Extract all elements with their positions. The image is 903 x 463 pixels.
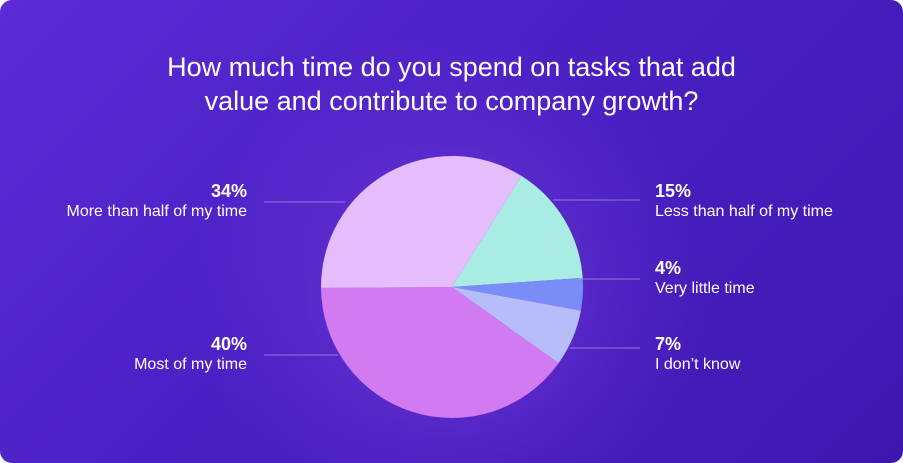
label-very-little-time: 4% Very little time bbox=[655, 257, 755, 299]
slice-most-of-my-time bbox=[321, 287, 559, 419]
slice-label-very-little-time: Very little time bbox=[655, 280, 755, 297]
slice-percent-most-of-my-time: 40% bbox=[210, 334, 247, 354]
slice-percent-very-little-time: 4% bbox=[655, 258, 682, 278]
label-less-than-half: 15% Less than half of my time bbox=[655, 180, 833, 222]
slice-percent-i-dont-know: 7% bbox=[655, 334, 682, 354]
label-more-than-half: 34% More than half of my time bbox=[66, 180, 247, 222]
slice-more-than-half bbox=[320, 156, 522, 288]
slice-very-little-time bbox=[452, 277, 584, 311]
label-i-dont-know: 7% I don’t know bbox=[655, 333, 740, 375]
slice-label-more-than-half: More than half of my time bbox=[66, 203, 247, 220]
slice-percent-less-than-half: 15% bbox=[655, 181, 692, 201]
slice-less-than-half bbox=[452, 175, 583, 287]
label-most-of-my-time: 40% Most of my time bbox=[134, 333, 247, 375]
slice-label-less-than-half: Less than half of my time bbox=[655, 203, 833, 220]
chart-title-line-1: How much time do you spend on tasks that… bbox=[167, 52, 736, 82]
chart-title-line-2: value and contribute to company growth? bbox=[204, 86, 699, 116]
slice-percent-more-than-half: 34% bbox=[210, 181, 247, 201]
chart-title: How much time do you spend on tasks that… bbox=[0, 50, 903, 118]
slice-label-i-dont-know: I don’t know bbox=[655, 356, 741, 373]
slice-label-most-of-my-time: Most of my time bbox=[134, 356, 247, 373]
slice-i-dont-know bbox=[452, 287, 581, 364]
